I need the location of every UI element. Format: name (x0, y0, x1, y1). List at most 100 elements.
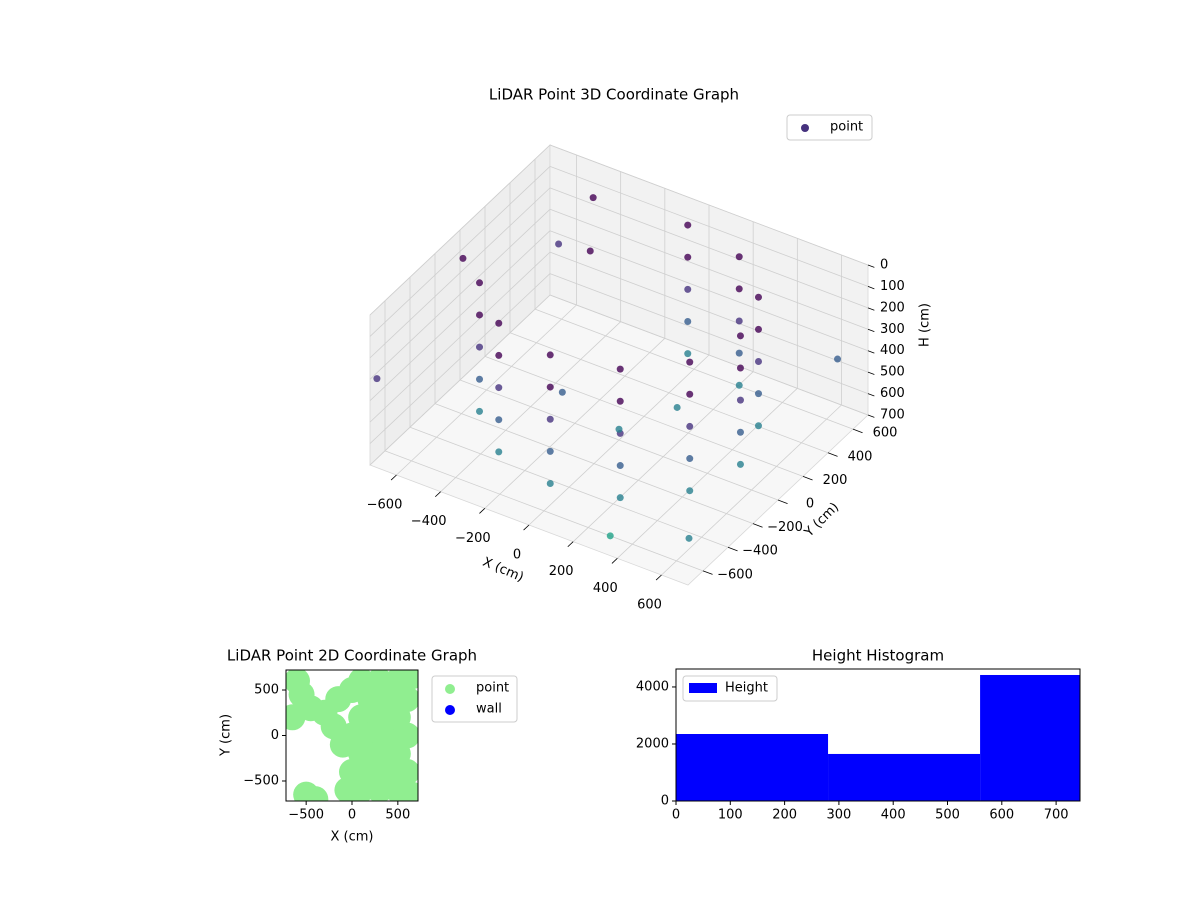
grid-line (549, 230, 869, 352)
z-tick-label: 100 (880, 279, 905, 294)
point (754, 422, 762, 430)
axes-3d: −600−400−2000200400600−600−400−200020040… (367, 86, 933, 613)
point (394, 758, 418, 785)
point (476, 375, 484, 383)
grid-line (369, 144, 551, 316)
point (476, 343, 484, 351)
z-tick-label: 700 (880, 408, 905, 423)
grid-line (459, 379, 779, 501)
point (735, 381, 743, 389)
point (673, 403, 681, 411)
z-tick-label: 400 (880, 343, 905, 358)
chart-title: Height Histogram (812, 647, 944, 665)
point (495, 351, 503, 359)
legend-label: point (830, 120, 863, 135)
tick-mark (827, 452, 838, 457)
x-tick-label: −400 (411, 514, 447, 529)
point (736, 364, 744, 372)
y-tick-label: 500 (254, 683, 279, 698)
point (495, 384, 503, 392)
point (736, 332, 744, 340)
point (685, 534, 693, 542)
point (586, 247, 594, 255)
point (684, 285, 692, 293)
point (686, 487, 694, 495)
point (495, 319, 503, 327)
x-tick-label: 0 (513, 548, 521, 563)
tick-mark (655, 574, 662, 581)
grid-line (509, 332, 829, 454)
grid-line (534, 308, 854, 430)
grid-line (369, 294, 551, 466)
point (555, 240, 563, 248)
grid-line (549, 166, 869, 287)
x-tick-label: −200 (455, 531, 491, 546)
bar (676, 734, 829, 801)
point (286, 704, 306, 731)
tick-mark (567, 541, 574, 548)
point (754, 293, 762, 301)
x-axis-label: X (cm) (331, 830, 374, 845)
point (394, 722, 418, 749)
tick-mark (611, 558, 618, 564)
grid-line (549, 208, 869, 330)
point (735, 285, 743, 293)
grid-line (369, 273, 551, 444)
point (754, 325, 762, 333)
grid-line (549, 251, 869, 373)
bar (980, 674, 1080, 801)
point (546, 447, 554, 455)
tick-mark (867, 414, 875, 418)
point (476, 279, 484, 287)
legend-patch (689, 683, 717, 693)
point (373, 375, 381, 383)
x-tick-label: 700 (1044, 808, 1069, 823)
point (684, 253, 692, 261)
z-axis-label: H (cm) (918, 303, 933, 347)
grid-line (549, 273, 869, 394)
legend-marker (801, 124, 809, 132)
legend-label: wall (476, 702, 502, 717)
point (302, 786, 329, 801)
x-tick-label: 0 (672, 808, 680, 823)
y-tick-label: 2000 (636, 736, 669, 751)
point (495, 448, 503, 456)
legend-marker (445, 684, 455, 694)
grid-line (384, 450, 704, 572)
point (398, 781, 418, 801)
point (735, 253, 743, 261)
point (684, 221, 692, 229)
z-tick-label: 200 (880, 300, 905, 315)
grid-line (369, 166, 551, 337)
tick-mark (867, 328, 875, 333)
grid-line (409, 426, 729, 548)
tick-mark (752, 523, 763, 528)
point (686, 390, 694, 398)
tick-mark (867, 371, 875, 375)
x-tick-label: 600 (989, 808, 1014, 823)
x-tick-label: 500 (935, 808, 960, 823)
x-tick-label: 200 (549, 564, 574, 579)
y-tick-label: 0 (271, 728, 279, 743)
point (736, 460, 744, 468)
y-tick-label: −200 (767, 520, 803, 535)
grid-line (434, 403, 754, 524)
tick-mark (727, 546, 738, 552)
grid-line (549, 144, 869, 266)
bar (828, 753, 981, 801)
point (686, 358, 694, 366)
legend-marker (445, 705, 455, 715)
grid-line (484, 356, 804, 477)
x-tick-label: 300 (826, 808, 851, 823)
point (476, 311, 484, 319)
tick-mark (852, 428, 863, 434)
x-tick-label: −500 (288, 808, 324, 823)
point (394, 686, 418, 713)
point (834, 355, 842, 363)
tick-mark (867, 307, 875, 311)
tick-mark (867, 286, 875, 290)
point (476, 407, 484, 415)
y-tick-label: 200 (823, 473, 848, 488)
x-tick-label: 400 (881, 808, 906, 823)
